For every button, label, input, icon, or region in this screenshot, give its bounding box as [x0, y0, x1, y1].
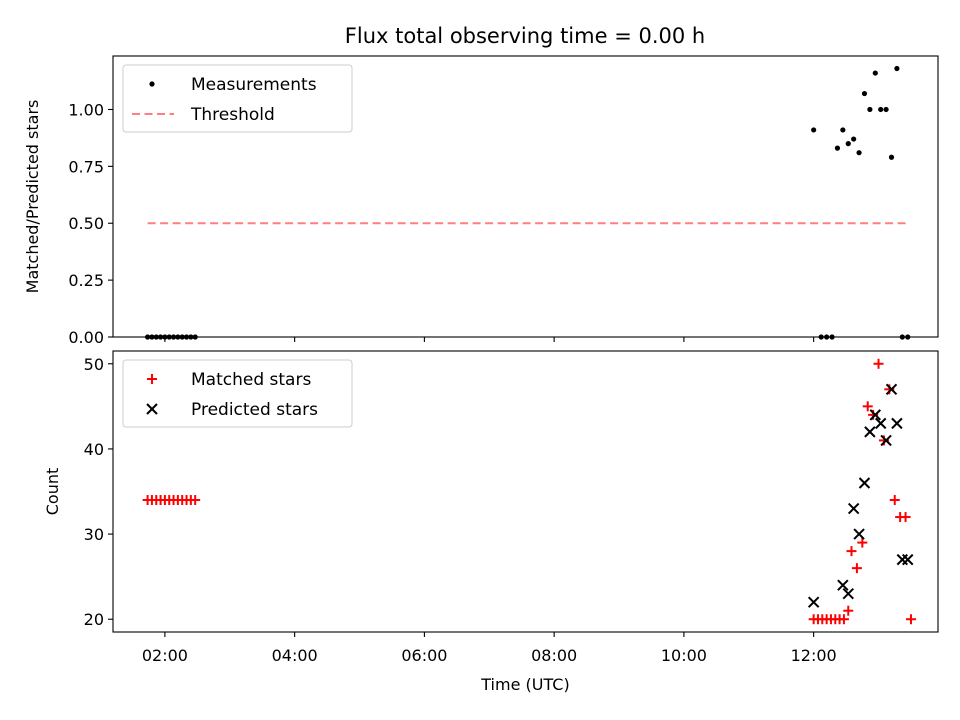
x-marker	[885, 383, 898, 396]
data-point	[840, 127, 846, 133]
x-marker	[807, 596, 820, 608]
x-marker	[869, 409, 881, 421]
legend-marker-swatch	[147, 374, 157, 384]
legend-label: Matched stars	[191, 370, 311, 390]
y-tick-label: 0.75	[68, 157, 104, 176]
x-marker-d2	[864, 426, 876, 438]
x-marker	[847, 502, 860, 515]
legend-label: Measurements	[191, 75, 317, 95]
y-axis-label: Count	[43, 468, 62, 516]
x-marker-d2	[837, 579, 849, 591]
plus-marker	[838, 614, 849, 625]
plus-marker	[905, 614, 916, 625]
x-tick-label: 04:00	[272, 646, 318, 665]
legend: Measurements Threshold	[122, 64, 353, 133]
legend-marker-swatch-d2	[146, 403, 158, 415]
bottom-panel: 20 30 40 50 02:00 04:00 06:00 08:00 10:00 12:00 Co…	[43, 350, 939, 694]
data-point	[851, 136, 857, 142]
x-tick-label: 02:00	[142, 646, 188, 665]
chart-title: Flux total observing time = 0.00 h	[345, 24, 705, 48]
series-1	[807, 383, 914, 608]
data-point	[867, 106, 873, 113]
legend-box	[122, 359, 353, 428]
data-point	[861, 90, 868, 97]
x-marker	[902, 553, 914, 566]
plus-marker	[843, 605, 854, 616]
y-tick-label: 30	[84, 525, 104, 544]
x-marker	[896, 553, 909, 566]
data-point	[834, 145, 841, 151]
x-marker	[864, 426, 876, 438]
legend: Matched stars Predicted stars	[122, 359, 353, 428]
legend-marker-swatch	[146, 403, 158, 415]
plus-marker	[873, 358, 884, 369]
data-point	[883, 106, 889, 113]
data-point	[845, 140, 851, 147]
data-point	[894, 65, 900, 72]
axes-frame	[112, 350, 939, 633]
x-marker	[874, 417, 887, 430]
x-marker	[858, 477, 871, 489]
x-axis-label: Time (UTC)	[480, 675, 569, 694]
y-tick-label: 0.25	[68, 271, 104, 290]
legend-label: Threshold	[190, 105, 275, 125]
x-tick-label: 06:00	[401, 646, 447, 665]
x-marker-d2	[807, 596, 820, 608]
plus-marker	[889, 495, 900, 506]
series-0	[142, 358, 916, 625]
x-tick-label: 12:00	[791, 646, 837, 665]
plus-marker	[857, 537, 868, 548]
x-tick-label: 10:00	[661, 646, 707, 665]
x-marker-d2	[891, 417, 903, 430]
x-marker-d2	[902, 553, 914, 566]
plus-marker	[862, 401, 873, 412]
top-panel: 0.00 0.25 0.50 0.75 1.00 Matched/Predicted st…	[23, 55, 939, 347]
data-point	[856, 150, 862, 156]
legend-marker-swatch	[149, 81, 155, 87]
x-marker	[891, 417, 903, 430]
x-marker	[842, 587, 854, 600]
x-marker	[837, 579, 849, 591]
y-tick-label: 40	[84, 440, 104, 459]
y-tick-label: 0.00	[68, 328, 104, 347]
y-tick-label: 50	[84, 355, 104, 374]
x-marker-d2	[858, 477, 871, 489]
y-tick-label: 1.00	[68, 100, 104, 119]
data-point	[888, 154, 895, 160]
data-point	[878, 106, 884, 113]
plus-marker	[851, 563, 862, 574]
x-marker	[853, 528, 865, 540]
plus-marker	[846, 546, 857, 557]
data-point	[811, 127, 817, 133]
y-tick-label: 20	[84, 610, 104, 629]
y-axis-label: Matched/Predicted stars	[23, 100, 42, 294]
x-marker-d2	[885, 383, 898, 396]
legend-label: Predicted stars	[191, 400, 318, 420]
plus-marker	[900, 512, 911, 523]
x-marker-d2	[842, 587, 854, 600]
x-marker	[880, 434, 892, 447]
data-point	[872, 70, 878, 76]
x-marker-d2	[874, 417, 887, 430]
x-marker-d2	[869, 409, 881, 421]
x-marker-d2	[880, 434, 892, 447]
legend-box	[122, 64, 353, 133]
x-marker-d2	[847, 502, 860, 515]
axes-frame	[112, 55, 939, 338]
x-marker-d2	[853, 528, 865, 540]
y-tick-label: 0.50	[68, 214, 104, 233]
x-tick-label: 08:00	[531, 646, 577, 665]
plus-marker	[190, 495, 201, 506]
